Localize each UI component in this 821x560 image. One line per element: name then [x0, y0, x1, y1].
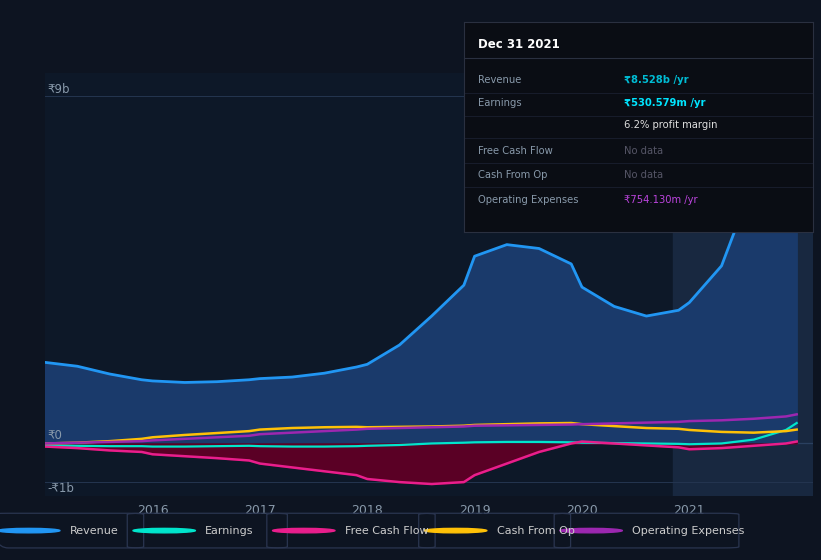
Text: ₹9b: ₹9b [48, 83, 70, 96]
Text: ₹754.130m /yr: ₹754.130m /yr [624, 195, 698, 205]
Text: Free Cash Flow: Free Cash Flow [478, 146, 553, 156]
Text: Operating Expenses: Operating Expenses [632, 526, 745, 535]
Circle shape [0, 529, 60, 533]
Circle shape [273, 529, 335, 533]
Circle shape [133, 529, 195, 533]
Text: Earnings: Earnings [478, 98, 521, 108]
Text: -₹1b: -₹1b [48, 482, 74, 495]
Text: Dec 31 2021: Dec 31 2021 [478, 38, 560, 51]
Text: No data: No data [624, 170, 663, 180]
Circle shape [424, 529, 487, 533]
Text: No data: No data [624, 146, 663, 156]
Text: Free Cash Flow: Free Cash Flow [345, 526, 429, 535]
Text: Revenue: Revenue [70, 526, 118, 535]
Text: Cash From Op: Cash From Op [478, 170, 548, 180]
Bar [673, 73, 813, 496]
Text: ₹8.528b /yr: ₹8.528b /yr [624, 75, 689, 85]
Circle shape [560, 529, 622, 533]
Text: Cash From Op: Cash From Op [497, 526, 575, 535]
Text: Revenue: Revenue [478, 75, 521, 85]
Text: ₹530.579m /yr: ₹530.579m /yr [624, 98, 706, 108]
Text: 6.2% profit margin: 6.2% profit margin [624, 120, 718, 130]
Text: Earnings: Earnings [205, 526, 254, 535]
Text: ₹0: ₹0 [48, 428, 62, 441]
Text: Operating Expenses: Operating Expenses [478, 195, 578, 205]
